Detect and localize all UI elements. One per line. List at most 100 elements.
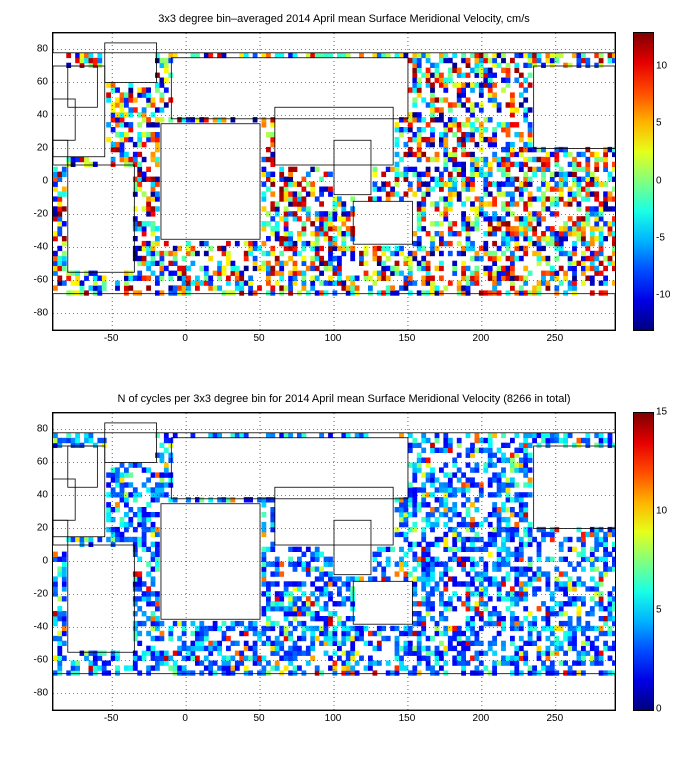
bin-cell [274, 260, 280, 266]
bin-cell [510, 112, 515, 118]
bin-cell [518, 581, 524, 587]
bin-cell [536, 146, 542, 153]
bin-cell [301, 625, 307, 632]
bin-cell [79, 650, 85, 656]
bin-cell [212, 625, 218, 632]
bin-cell [230, 265, 236, 272]
bin-cell [518, 586, 524, 592]
bin-cell [554, 255, 560, 262]
bin-cell [84, 275, 89, 281]
bin-cell [119, 102, 125, 108]
bin-cell [523, 216, 529, 222]
bin-cell [305, 211, 311, 217]
bin-cell [141, 240, 147, 247]
bin-cell [155, 240, 160, 247]
bin-cell [416, 176, 422, 182]
bin-cell [345, 630, 351, 637]
bin-cell [492, 97, 497, 103]
bin-cell [350, 591, 356, 597]
bin-cell [394, 640, 400, 646]
bin-cell [150, 196, 156, 202]
bin-cell [527, 176, 533, 182]
bin-cell [159, 265, 165, 272]
bin-cell [465, 620, 471, 627]
bin-cell [452, 531, 458, 538]
bin-cell [412, 87, 418, 93]
bin-cell [88, 285, 94, 291]
bin-cell [603, 236, 608, 242]
bin-cell [146, 122, 151, 128]
bin-cell [567, 635, 573, 642]
bin-cell [474, 531, 480, 538]
bin-cell [407, 166, 413, 172]
bin-cell [305, 650, 311, 656]
bin-cell [558, 437, 564, 444]
bin-cell [421, 655, 427, 661]
bin-cell [283, 211, 289, 217]
bin-cell [88, 62, 94, 68]
bin-cell [274, 556, 280, 562]
bin-cell [381, 576, 387, 582]
bin-cell [150, 186, 156, 192]
bin-cell [558, 556, 564, 562]
bin-cell [323, 186, 329, 192]
bin-cell [124, 275, 129, 281]
bin-cell [456, 285, 462, 291]
bin-cell [155, 561, 160, 567]
bin-cell [474, 507, 480, 513]
bin-cell [541, 625, 546, 632]
bin-cell [581, 625, 586, 632]
bin-cell [492, 526, 497, 533]
bin-cell [186, 285, 191, 291]
bin-cell [243, 497, 249, 503]
bin-cell [403, 52, 409, 59]
bin-cell [288, 581, 293, 587]
bin-cell [328, 591, 333, 597]
bin-cell [536, 216, 542, 222]
bin-cell [452, 191, 458, 197]
bin-cell [301, 280, 307, 286]
bin-cell [478, 171, 484, 177]
bin-cell [589, 275, 595, 281]
bin-cell [128, 107, 134, 113]
bin-cell [172, 255, 178, 262]
bin-cell [270, 546, 276, 552]
bin-cell [119, 492, 125, 498]
bin-cell [323, 616, 329, 622]
bin-cell [536, 630, 542, 637]
bin-cell [394, 526, 400, 533]
bin-cell [461, 92, 466, 98]
bin-cell [239, 270, 245, 276]
bin-cell [465, 240, 471, 247]
bin-cell [434, 625, 440, 632]
bin-cell [208, 640, 214, 646]
bin-cell [549, 226, 555, 232]
bin-cell [416, 67, 422, 73]
bin-cell [567, 432, 573, 439]
bin-cell [146, 601, 151, 607]
bin-cell [456, 655, 462, 661]
bin-cell [137, 655, 143, 661]
bin-cell [155, 52, 160, 59]
bin-cell [128, 87, 134, 93]
bin-cell [416, 502, 422, 508]
bin-cell [190, 620, 196, 627]
bin-cell [581, 596, 586, 602]
bin-cell [563, 442, 568, 448]
bin-cell [407, 122, 413, 128]
bin-cell [412, 62, 418, 68]
bin-cell [607, 52, 613, 59]
bin-cell [430, 156, 435, 163]
bin-cell [177, 650, 182, 656]
bin-cell [483, 586, 489, 592]
bin-cell [501, 122, 506, 128]
bin-cell [461, 472, 466, 478]
bin-cell [523, 502, 529, 508]
bin-cell [337, 260, 342, 266]
bin-cell [248, 280, 253, 286]
bin-cell [53, 556, 58, 562]
bin-cell [314, 290, 320, 296]
bin-cell [243, 432, 249, 439]
bin-cell [541, 181, 546, 187]
bin-cell [168, 497, 174, 503]
